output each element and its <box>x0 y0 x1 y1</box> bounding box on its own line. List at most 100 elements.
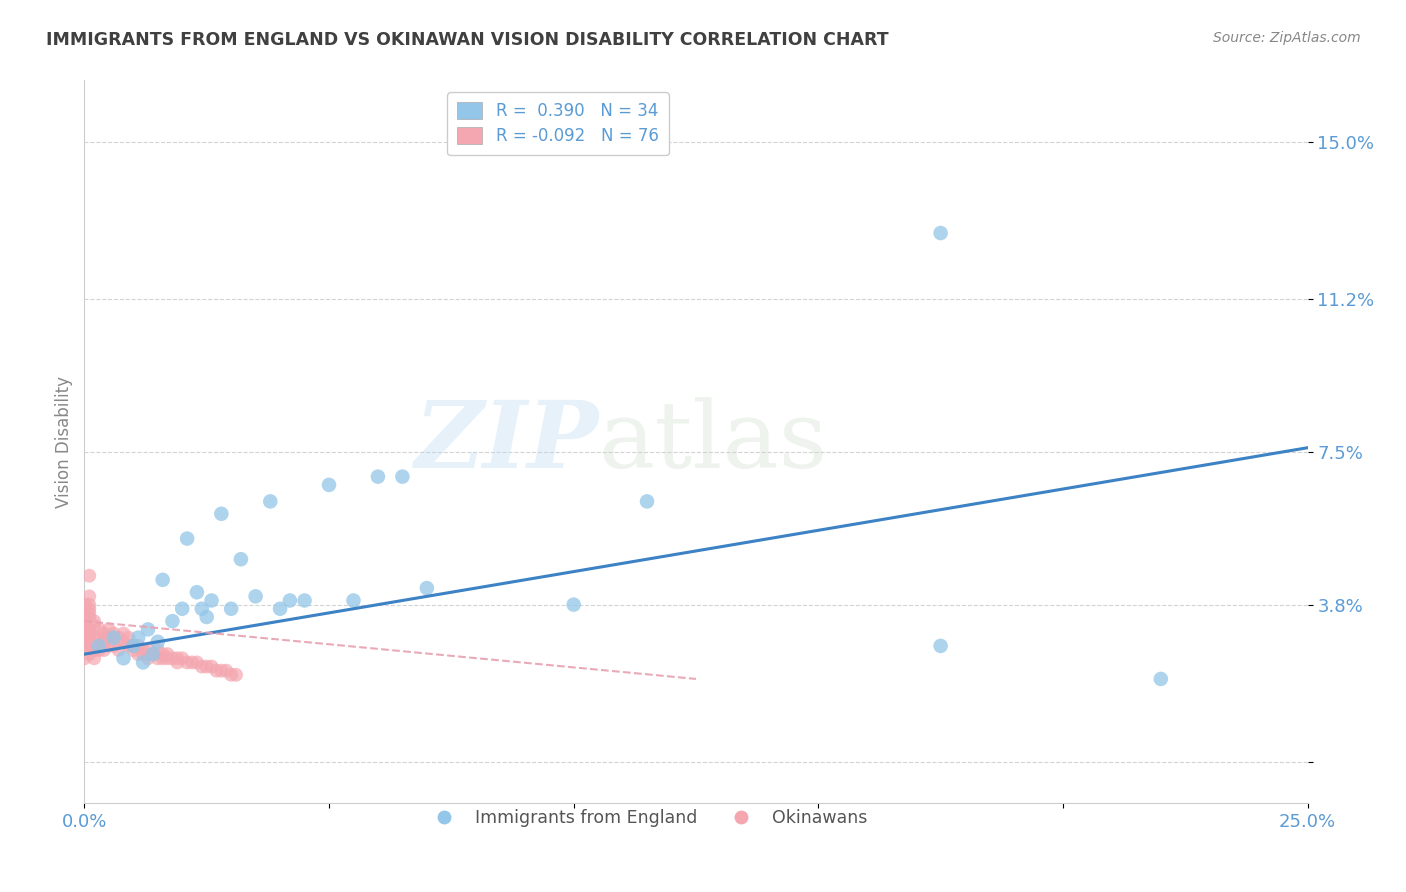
Point <box>342 593 364 607</box>
Point <box>87 631 110 645</box>
Point <box>73 631 96 645</box>
Point <box>73 614 96 628</box>
Point <box>122 643 145 657</box>
Point <box>97 623 120 637</box>
Point <box>200 659 222 673</box>
Point <box>136 651 159 665</box>
Point <box>166 651 188 665</box>
Point <box>77 639 100 653</box>
Point <box>77 590 100 604</box>
Point <box>209 507 232 521</box>
Point <box>103 631 125 645</box>
Point <box>73 623 96 637</box>
Point <box>205 664 228 678</box>
Point <box>87 643 110 657</box>
Point <box>83 639 105 653</box>
Point <box>122 639 145 653</box>
Point <box>117 631 139 645</box>
Point <box>195 659 218 673</box>
Point <box>83 651 105 665</box>
Point <box>117 639 139 653</box>
Point <box>200 593 222 607</box>
Point <box>156 647 179 661</box>
Point <box>166 656 188 670</box>
Point <box>186 656 208 670</box>
Point <box>122 639 145 653</box>
Point <box>73 639 96 653</box>
Point <box>77 631 100 645</box>
Point <box>132 656 155 670</box>
Text: Source: ZipAtlas.com: Source: ZipAtlas.com <box>1213 31 1361 45</box>
Point <box>127 639 149 653</box>
Point <box>152 651 174 665</box>
Point <box>136 643 159 657</box>
Point <box>83 639 105 653</box>
Point <box>195 610 218 624</box>
Point <box>93 626 115 640</box>
Point <box>77 626 100 640</box>
Point <box>229 552 252 566</box>
Point <box>112 651 135 665</box>
Point <box>83 614 105 628</box>
Point <box>186 585 208 599</box>
Point <box>367 469 389 483</box>
Point <box>146 634 169 648</box>
Point <box>97 639 120 653</box>
Point <box>132 647 155 661</box>
Point <box>636 494 658 508</box>
Point <box>162 651 184 665</box>
Point <box>294 593 316 607</box>
Point <box>127 631 149 645</box>
Point <box>219 668 242 682</box>
Point <box>162 614 184 628</box>
Point <box>278 593 301 607</box>
Point <box>1150 672 1173 686</box>
Point <box>929 226 952 240</box>
Point <box>77 606 100 620</box>
Point <box>93 643 115 657</box>
Point <box>191 601 214 615</box>
Point <box>132 643 155 657</box>
Point <box>215 664 238 678</box>
Point <box>77 568 100 582</box>
Point <box>318 478 340 492</box>
Point <box>146 643 169 657</box>
Point <box>245 590 267 604</box>
Point <box>152 573 174 587</box>
Point <box>83 631 105 645</box>
Point <box>103 639 125 653</box>
Y-axis label: Vision Disability: Vision Disability <box>55 376 73 508</box>
Point <box>142 647 165 661</box>
Point <box>136 623 159 637</box>
Point <box>83 643 105 657</box>
Point <box>112 634 135 648</box>
Point <box>73 618 96 632</box>
Point <box>77 647 100 661</box>
Point <box>83 618 105 632</box>
Point <box>77 601 100 615</box>
Text: ZIP: ZIP <box>413 397 598 486</box>
Point <box>181 656 204 670</box>
Point <box>172 651 194 665</box>
Point <box>93 634 115 648</box>
Point <box>225 668 247 682</box>
Point <box>107 631 129 645</box>
Point <box>112 626 135 640</box>
Point <box>152 647 174 661</box>
Point <box>77 610 100 624</box>
Point <box>172 601 194 615</box>
Point <box>73 598 96 612</box>
Point <box>87 623 110 637</box>
Point <box>73 651 96 665</box>
Point <box>142 647 165 661</box>
Point <box>259 494 281 508</box>
Point <box>176 532 198 546</box>
Point <box>103 626 125 640</box>
Point <box>73 631 96 645</box>
Point <box>929 639 952 653</box>
Point <box>562 598 585 612</box>
Point <box>416 581 439 595</box>
Point <box>127 647 149 661</box>
Point <box>77 598 100 612</box>
Point <box>176 656 198 670</box>
